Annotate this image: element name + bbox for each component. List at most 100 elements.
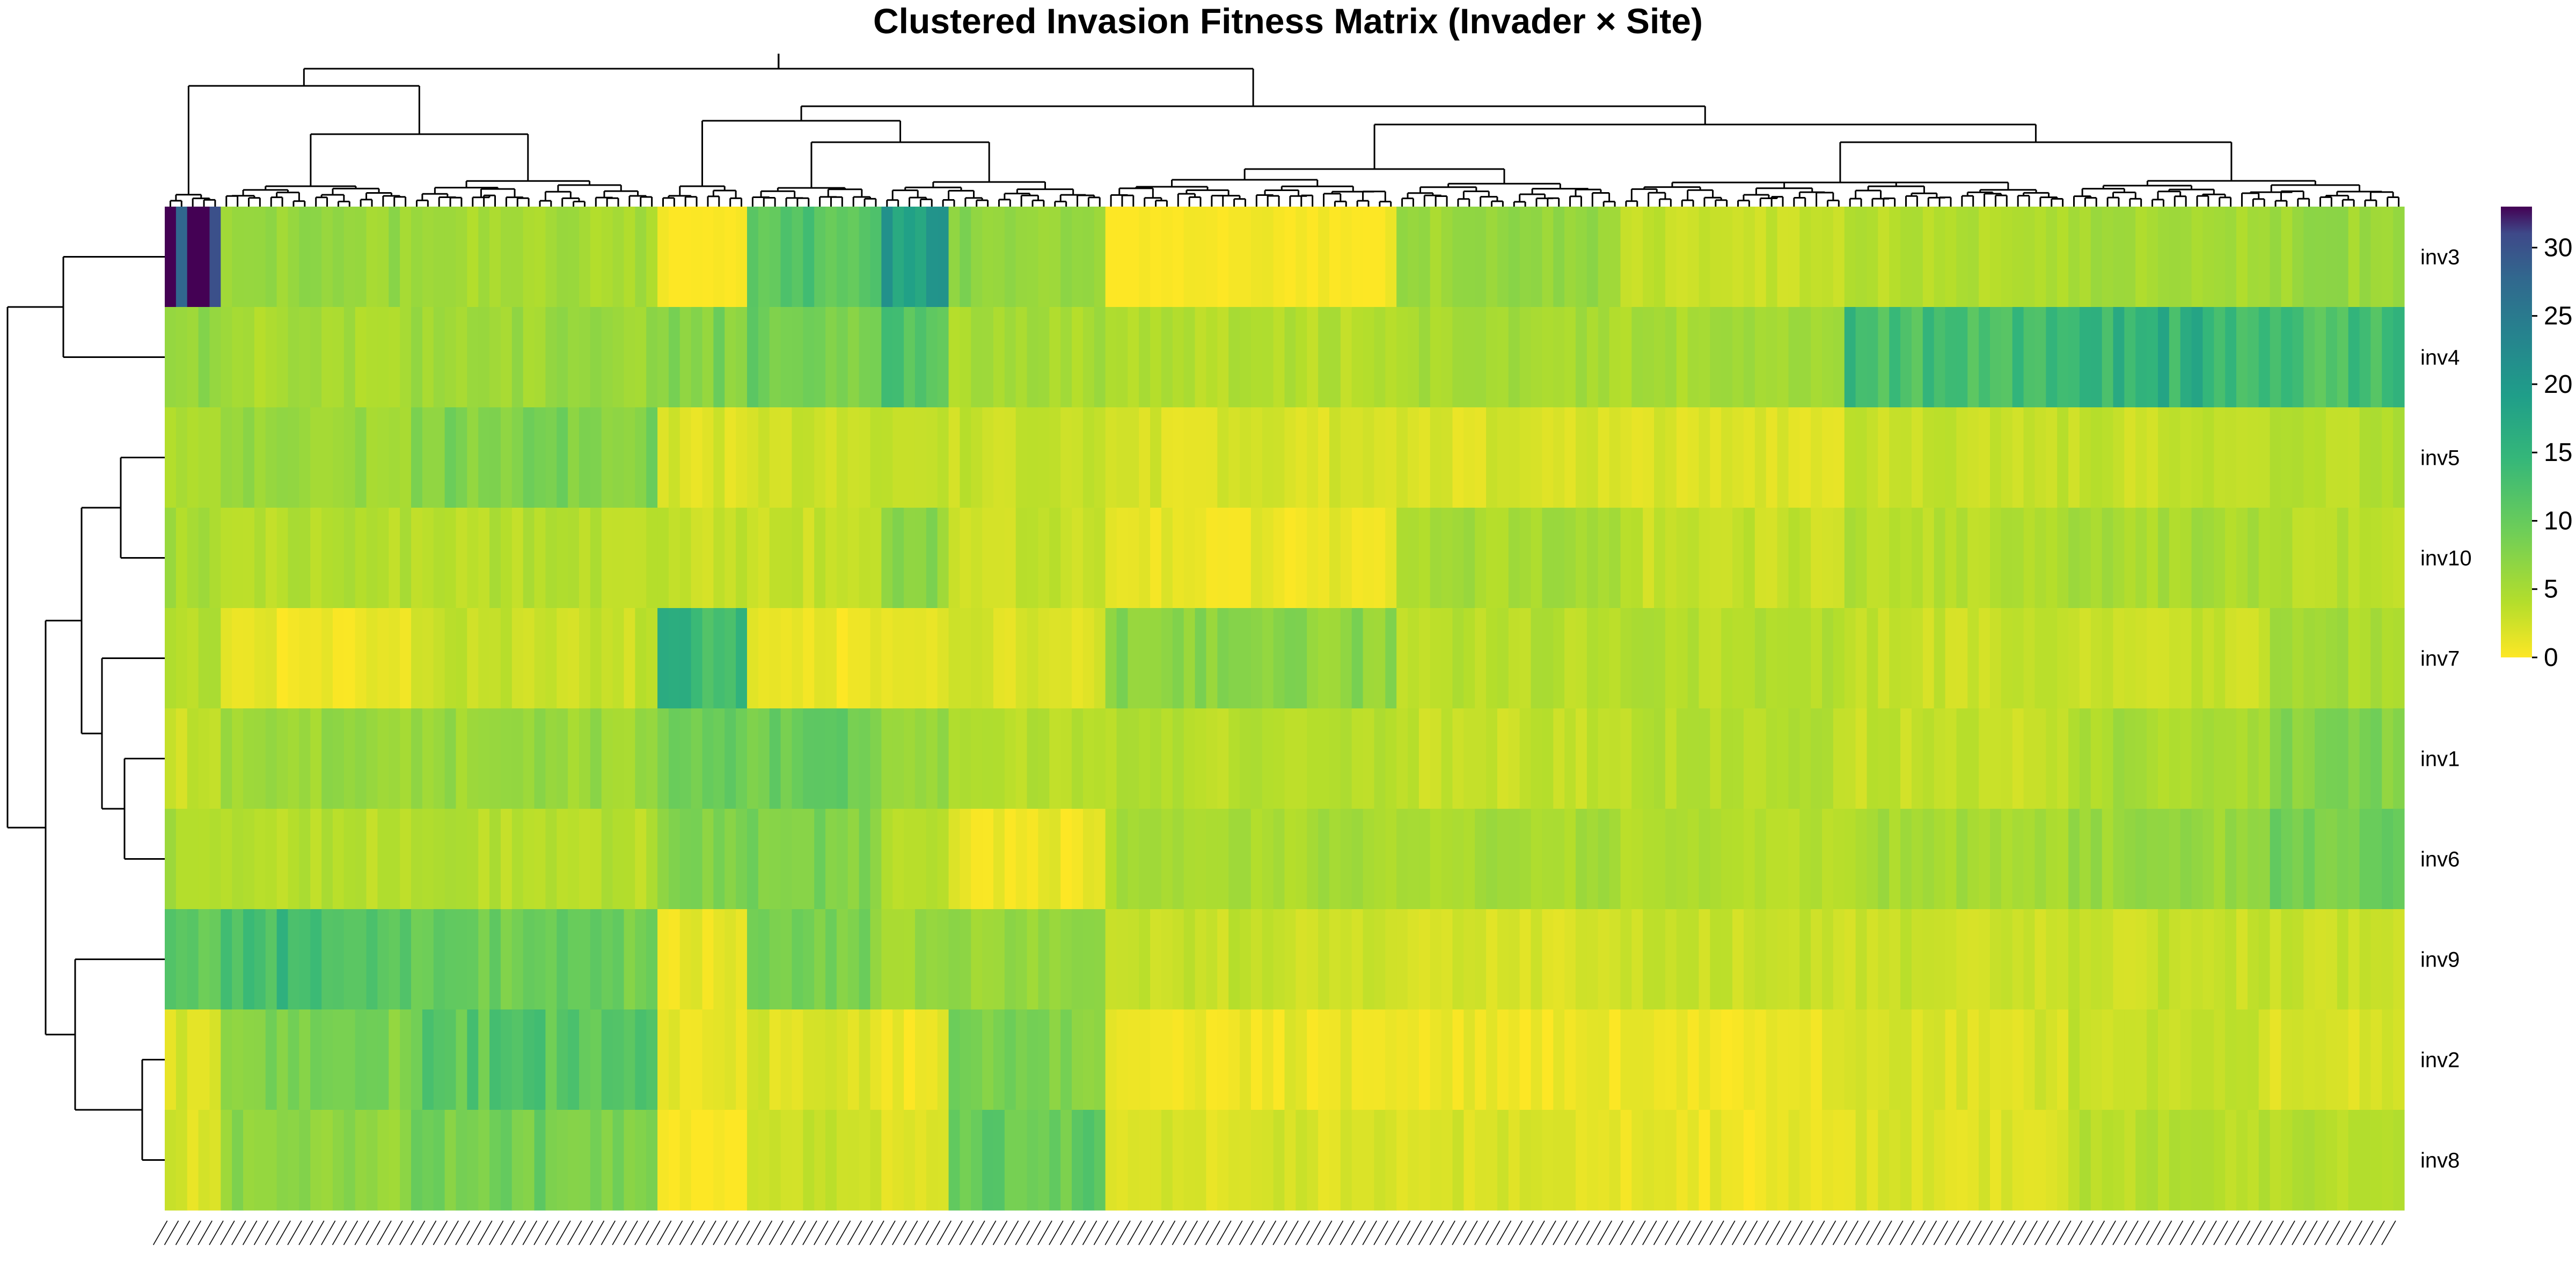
heatmap-cell <box>500 1110 513 1211</box>
heatmap-cell <box>2169 307 2181 408</box>
heatmap-cell <box>1038 1110 1050 1211</box>
heatmap-cell <box>1082 809 1095 910</box>
heatmap-cell <box>814 708 826 809</box>
heatmap-cell <box>668 207 680 308</box>
heatmap-cell <box>859 909 871 1010</box>
heatmap-cell <box>2180 1110 2192 1211</box>
heatmap-cell <box>870 307 882 408</box>
heatmap-cell <box>1475 407 1487 508</box>
heatmap-cell <box>635 407 647 508</box>
heatmap-cell <box>624 307 635 408</box>
heatmap-cell <box>1150 207 1162 308</box>
heatmap-cell <box>1598 909 1610 1010</box>
heatmap-cell <box>612 508 625 609</box>
heatmap-cell <box>2337 1009 2349 1110</box>
heatmap-cell <box>1038 407 1050 508</box>
heatmap-cell <box>2325 1009 2338 1110</box>
heatmap-cell <box>1004 1009 1016 1110</box>
heatmap-cell <box>2225 1009 2237 1110</box>
heatmap-cell <box>926 407 938 508</box>
heatmap-cell <box>780 207 793 308</box>
heatmap-cell <box>254 407 266 508</box>
heatmap-cell <box>1374 1110 1386 1211</box>
heatmap-cell <box>1687 809 1700 910</box>
heatmap-cell <box>937 909 949 1010</box>
heatmap-cell <box>904 407 916 508</box>
heatmap-cell <box>1161 508 1173 609</box>
heatmap-cell <box>1844 508 1856 609</box>
heatmap-cell <box>1665 708 1677 809</box>
heatmap-cell <box>1027 207 1039 308</box>
heatmap-cell <box>1542 909 1554 1010</box>
heatmap-cell <box>433 307 445 408</box>
heatmap-cell <box>679 909 692 1010</box>
heatmap-cell <box>1878 508 1890 609</box>
heatmap-cell <box>1015 1009 1028 1110</box>
heatmap-cell <box>1307 1009 1319 1110</box>
heatmap-cell <box>1609 1009 1621 1110</box>
heatmap-cell <box>2057 307 2069 408</box>
heatmap-cell <box>2102 1009 2114 1110</box>
heatmap-cell <box>2113 1009 2125 1110</box>
heatmap-cell <box>624 207 635 308</box>
heatmap-cell <box>1788 909 1800 1010</box>
heatmap-cell <box>1710 909 1722 1010</box>
heatmap-cell <box>1979 307 1990 408</box>
heatmap-cell <box>310 708 322 809</box>
heatmap-cell <box>1374 909 1386 1010</box>
heatmap-cell <box>1643 207 1655 308</box>
heatmap-cell <box>2079 608 2091 709</box>
heatmap-cell <box>1822 909 1834 1010</box>
heatmap-cell <box>1979 909 1990 1010</box>
heatmap-cell <box>557 708 568 809</box>
heatmap-cell <box>1553 1009 1565 1110</box>
heatmap-cell <box>545 1110 557 1211</box>
heatmap-cell <box>1351 708 1364 809</box>
heatmap-cell <box>814 909 826 1010</box>
heatmap-cell <box>366 1110 378 1211</box>
heatmap-cell <box>1082 909 1095 1010</box>
heatmap-cell <box>1139 307 1151 408</box>
heatmap-cell <box>713 809 725 910</box>
heatmap-cell <box>758 608 770 709</box>
heatmap-cell <box>1475 307 1487 408</box>
heatmap-cell <box>2281 708 2293 809</box>
heatmap-cell <box>2258 307 2271 408</box>
heatmap-cell <box>1385 708 1397 809</box>
heatmap-cell <box>2247 1009 2259 1110</box>
heatmap-cell <box>2147 1009 2158 1110</box>
heatmap-cell <box>366 608 378 709</box>
heatmap-cell <box>1721 207 1733 308</box>
heatmap-cell <box>1878 608 1890 709</box>
heatmap-cell <box>1228 708 1240 809</box>
heatmap-cell <box>668 708 680 809</box>
heatmap-cell <box>456 1009 467 1110</box>
heatmap-cell <box>724 909 736 1010</box>
heatmap-cell <box>299 508 311 609</box>
heatmap-cell <box>187 608 199 709</box>
heatmap-cell <box>2001 407 2013 508</box>
heatmap-cell <box>1094 708 1106 809</box>
heatmap-cell <box>1441 508 1453 609</box>
heatmap-cell <box>1475 508 1487 609</box>
heatmap-cell <box>1217 708 1229 809</box>
heatmap-cell <box>769 307 781 408</box>
heatmap-cell <box>1049 307 1061 408</box>
heatmap-cell <box>1911 307 1923 408</box>
heatmap-cell <box>1911 1110 1923 1211</box>
heatmap-cell <box>377 909 389 1010</box>
heatmap-cell <box>221 207 232 308</box>
heatmap-cell <box>2068 407 2080 508</box>
heatmap-cell <box>1105 508 1117 609</box>
heatmap-cell <box>993 608 1005 709</box>
heatmap-cell <box>1553 608 1565 709</box>
heatmap-cell <box>859 207 871 308</box>
heatmap-cell <box>579 608 591 709</box>
heatmap-cell <box>948 407 961 508</box>
heatmap-cell <box>1665 809 1677 910</box>
heatmap-cell <box>1710 307 1722 408</box>
heatmap-cell <box>724 1110 736 1211</box>
heatmap-cell <box>1250 708 1263 809</box>
heatmap-cell <box>892 407 904 508</box>
heatmap-cell <box>1408 1009 1419 1110</box>
